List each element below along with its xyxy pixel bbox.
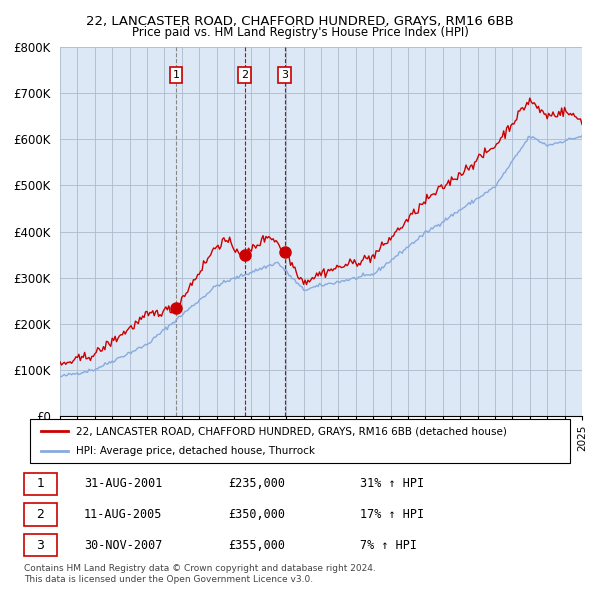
- Text: 3: 3: [37, 539, 44, 552]
- Text: Contains HM Land Registry data © Crown copyright and database right 2024.: Contains HM Land Registry data © Crown c…: [24, 565, 376, 573]
- Text: 22, LANCASTER ROAD, CHAFFORD HUNDRED, GRAYS, RM16 6BB (detached house): 22, LANCASTER ROAD, CHAFFORD HUNDRED, GR…: [76, 427, 507, 436]
- Text: 3: 3: [281, 70, 288, 80]
- Text: 1: 1: [37, 477, 44, 490]
- Text: Price paid vs. HM Land Registry's House Price Index (HPI): Price paid vs. HM Land Registry's House …: [131, 26, 469, 39]
- Text: £350,000: £350,000: [228, 508, 285, 521]
- Text: 11-AUG-2005: 11-AUG-2005: [84, 508, 163, 521]
- FancyBboxPatch shape: [30, 419, 570, 463]
- Text: This data is licensed under the Open Government Licence v3.0.: This data is licensed under the Open Gov…: [24, 575, 313, 584]
- Text: 31% ↑ HPI: 31% ↑ HPI: [360, 477, 424, 490]
- Text: 30-NOV-2007: 30-NOV-2007: [84, 539, 163, 552]
- Text: 17% ↑ HPI: 17% ↑ HPI: [360, 508, 424, 521]
- Text: HPI: Average price, detached house, Thurrock: HPI: Average price, detached house, Thur…: [76, 446, 315, 455]
- Text: 2: 2: [37, 508, 44, 521]
- Text: £235,000: £235,000: [228, 477, 285, 490]
- Text: £355,000: £355,000: [228, 539, 285, 552]
- Text: 22, LANCASTER ROAD, CHAFFORD HUNDRED, GRAYS, RM16 6BB: 22, LANCASTER ROAD, CHAFFORD HUNDRED, GR…: [86, 15, 514, 28]
- Text: 1: 1: [173, 70, 179, 80]
- Text: 7% ↑ HPI: 7% ↑ HPI: [360, 539, 417, 552]
- Text: 2: 2: [241, 70, 248, 80]
- Text: 31-AUG-2001: 31-AUG-2001: [84, 477, 163, 490]
